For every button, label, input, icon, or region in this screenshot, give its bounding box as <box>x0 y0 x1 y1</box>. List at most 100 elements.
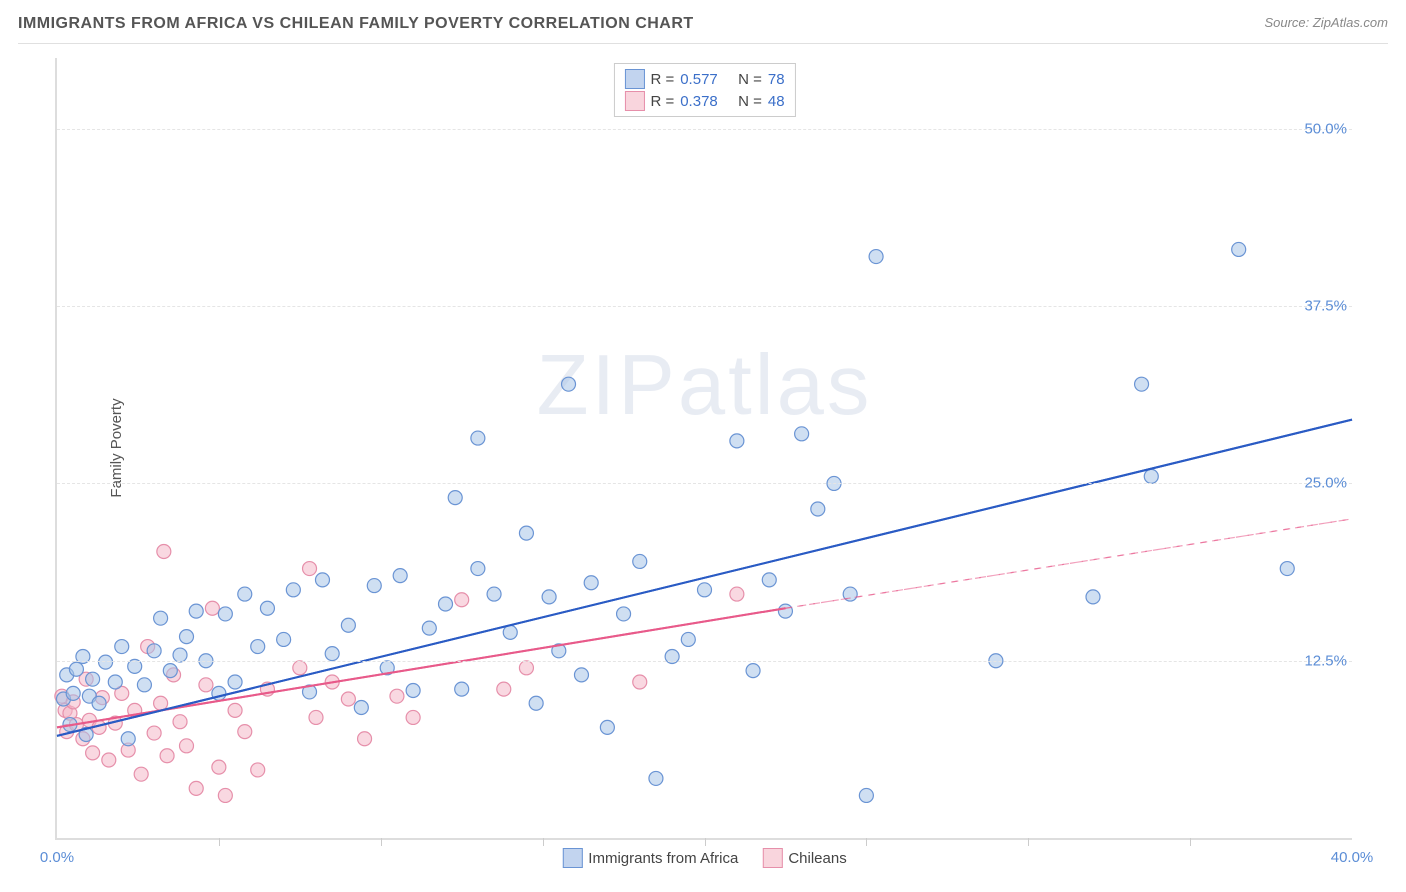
data-point <box>778 604 792 618</box>
data-point <box>134 767 148 781</box>
data-point <box>497 682 511 696</box>
r-value: 0.378 <box>680 93 718 110</box>
data-point <box>367 579 381 593</box>
data-point <box>617 607 631 621</box>
data-point <box>633 675 647 689</box>
data-point <box>189 604 203 618</box>
data-point <box>341 692 355 706</box>
data-point <box>1135 377 1149 391</box>
x-minor-tick <box>219 838 220 846</box>
data-point <box>163 664 177 678</box>
swatch-blue-icon <box>562 848 582 868</box>
data-point <box>859 788 873 802</box>
data-point <box>228 675 242 689</box>
data-point <box>529 696 543 710</box>
chart-source: Source: ZipAtlas.com <box>1264 15 1388 30</box>
data-point <box>730 434 744 448</box>
data-point <box>406 684 420 698</box>
trend-line-dashed <box>785 519 1352 608</box>
legend-stats-row: R = 0.378 N = 48 <box>624 90 784 112</box>
data-point <box>795 427 809 441</box>
data-point <box>503 625 517 639</box>
data-point <box>487 587 501 601</box>
data-point <box>354 701 368 715</box>
data-point <box>1232 242 1246 256</box>
data-point <box>633 554 647 568</box>
y-tick-label: 12.5% <box>1304 652 1347 669</box>
data-point <box>471 431 485 445</box>
data-point <box>358 732 372 746</box>
swatch-pink-icon <box>762 848 782 868</box>
data-point <box>393 569 407 583</box>
data-point <box>519 526 533 540</box>
data-point <box>869 250 883 264</box>
data-point <box>238 725 252 739</box>
data-point <box>86 746 100 760</box>
data-point <box>584 576 598 590</box>
chart-title: IMMIGRANTS FROM AFRICA VS CHILEAN FAMILY… <box>18 15 694 32</box>
data-point <box>811 502 825 516</box>
data-point <box>154 611 168 625</box>
data-point <box>137 678 151 692</box>
data-point <box>238 587 252 601</box>
data-point <box>448 491 462 505</box>
gridline <box>57 306 1352 307</box>
data-point <box>189 781 203 795</box>
data-point <box>69 662 83 676</box>
data-point <box>439 597 453 611</box>
data-point <box>341 618 355 632</box>
data-point <box>147 726 161 740</box>
legend-label: Chileans <box>788 850 846 867</box>
data-point <box>228 703 242 717</box>
gridline <box>57 661 1352 662</box>
trend-line <box>57 420 1352 736</box>
data-point <box>542 590 556 604</box>
legend-item: Chileans <box>762 848 846 868</box>
data-point <box>519 661 533 675</box>
swatch-pink-icon <box>624 91 644 111</box>
data-point <box>574 668 588 682</box>
data-point <box>212 760 226 774</box>
data-point <box>66 686 80 700</box>
data-point <box>147 644 161 658</box>
legend-series: Immigrants from Africa Chileans <box>562 848 846 868</box>
data-point <box>762 573 776 587</box>
data-point <box>600 720 614 734</box>
data-point <box>121 732 135 746</box>
data-point <box>260 601 274 615</box>
x-minor-tick <box>381 838 382 846</box>
data-point <box>1086 590 1100 604</box>
x-tick-label: 0.0% <box>40 849 74 866</box>
data-point <box>99 655 113 669</box>
data-point <box>293 661 307 675</box>
data-point <box>251 640 265 654</box>
data-point <box>173 715 187 729</box>
data-point <box>160 749 174 763</box>
y-tick-label: 25.0% <box>1304 475 1347 492</box>
data-point <box>108 675 122 689</box>
data-point <box>746 664 760 678</box>
data-point <box>251 763 265 777</box>
data-point <box>390 689 404 703</box>
legend-stats: R = 0.577 N = 78 R = 0.378 N = 48 <box>613 63 795 117</box>
x-minor-tick <box>1190 838 1191 846</box>
data-point <box>1144 469 1158 483</box>
data-point <box>199 678 213 692</box>
scatter-chart: Family Poverty ZIPatlas R = 0.577 N = 78… <box>55 58 1352 840</box>
swatch-blue-icon <box>624 69 644 89</box>
data-point <box>218 788 232 802</box>
gridline <box>57 483 1352 484</box>
data-point <box>303 562 317 576</box>
data-point <box>562 377 576 391</box>
data-point <box>649 771 663 785</box>
gridline <box>57 129 1352 130</box>
data-point <box>277 632 291 646</box>
data-point <box>180 630 194 644</box>
n-value: 48 <box>768 93 785 110</box>
data-point <box>92 696 106 710</box>
data-point <box>315 573 329 587</box>
y-tick-label: 37.5% <box>1304 298 1347 315</box>
data-point <box>471 562 485 576</box>
x-minor-tick <box>705 838 706 846</box>
legend-stats-row: R = 0.577 N = 78 <box>624 68 784 90</box>
